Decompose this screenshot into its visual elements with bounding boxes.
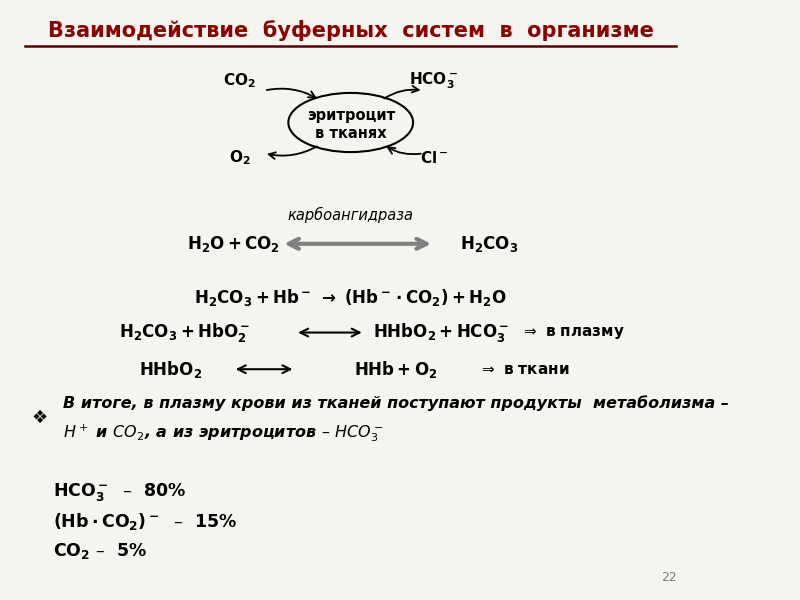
Text: $\mathbf{CO_2}$ –  5%: $\mathbf{CO_2}$ – 5% — [53, 541, 147, 562]
Text: $\mathbf{O_2}$: $\mathbf{O_2}$ — [229, 149, 250, 167]
Text: $\mathbf{H_2CO_3 + Hb^- \ \rightarrow \ (Hb^- \cdot CO_2) + H_2O}$: $\mathbf{H_2CO_3 + Hb^- \ \rightarrow \ … — [194, 287, 507, 308]
Text: $\mathbf{HCO_3^-}$  –  80%: $\mathbf{HCO_3^-}$ – 80% — [53, 481, 186, 503]
Text: ❖: ❖ — [32, 409, 48, 427]
Text: $\mathbf{CO_2}$: $\mathbf{CO_2}$ — [223, 72, 256, 91]
Text: $\Rightarrow$ в плазму: $\Rightarrow$ в плазму — [521, 325, 625, 341]
Text: карбоангидраза: карбоангидраза — [288, 208, 414, 223]
Text: $\Rightarrow$ в ткани: $\Rightarrow$ в ткани — [478, 362, 569, 377]
Text: $\mathbf{HCO_3^-}$: $\mathbf{HCO_3^-}$ — [410, 71, 458, 91]
Text: $H^+$ и $CO_2$, а из эритроцитов – $HCO_3^-$: $H^+$ и $CO_2$, а из эритроцитов – $HCO_… — [63, 422, 384, 444]
Text: $\mathbf{H_2CO_3 + HbO_2^-}$: $\mathbf{H_2CO_3 + HbO_2^-}$ — [119, 321, 250, 344]
FancyArrowPatch shape — [384, 86, 418, 98]
FancyArrowPatch shape — [269, 146, 317, 159]
Text: $\mathbf{HHb + O_2}$: $\mathbf{HHb + O_2}$ — [354, 359, 438, 380]
Text: В итоге, в плазму крови из тканей поступают продукты  метаболизма –: В итоге, в плазму крови из тканей поступ… — [63, 395, 729, 412]
Text: Взаимодействие  буферных  систем  в  организме: Взаимодействие буферных систем в организ… — [48, 20, 654, 41]
Text: $\mathbf{HHbO_2}$: $\mathbf{HHbO_2}$ — [139, 359, 202, 380]
Text: $\mathbf{(Hb \cdot CO_2)^-}$  –  15%: $\mathbf{(Hb \cdot CO_2)^-}$ – 15% — [53, 511, 237, 532]
FancyArrowPatch shape — [266, 89, 315, 98]
FancyArrowPatch shape — [388, 148, 421, 154]
Text: эритроцит: эритроцит — [306, 108, 395, 123]
Text: $\mathbf{H_2CO_3}$: $\mathbf{H_2CO_3}$ — [460, 234, 518, 254]
Text: $\mathbf{H_2O + CO_2}$: $\mathbf{H_2O + CO_2}$ — [186, 234, 279, 254]
Text: $\mathbf{HHbO_2 + HCO_3^-}$: $\mathbf{HHbO_2 + HCO_3^-}$ — [373, 321, 509, 344]
Text: 22: 22 — [661, 571, 677, 584]
Text: в тканях: в тканях — [315, 125, 386, 140]
Text: $\mathbf{Cl^-}$: $\mathbf{Cl^-}$ — [420, 150, 448, 166]
